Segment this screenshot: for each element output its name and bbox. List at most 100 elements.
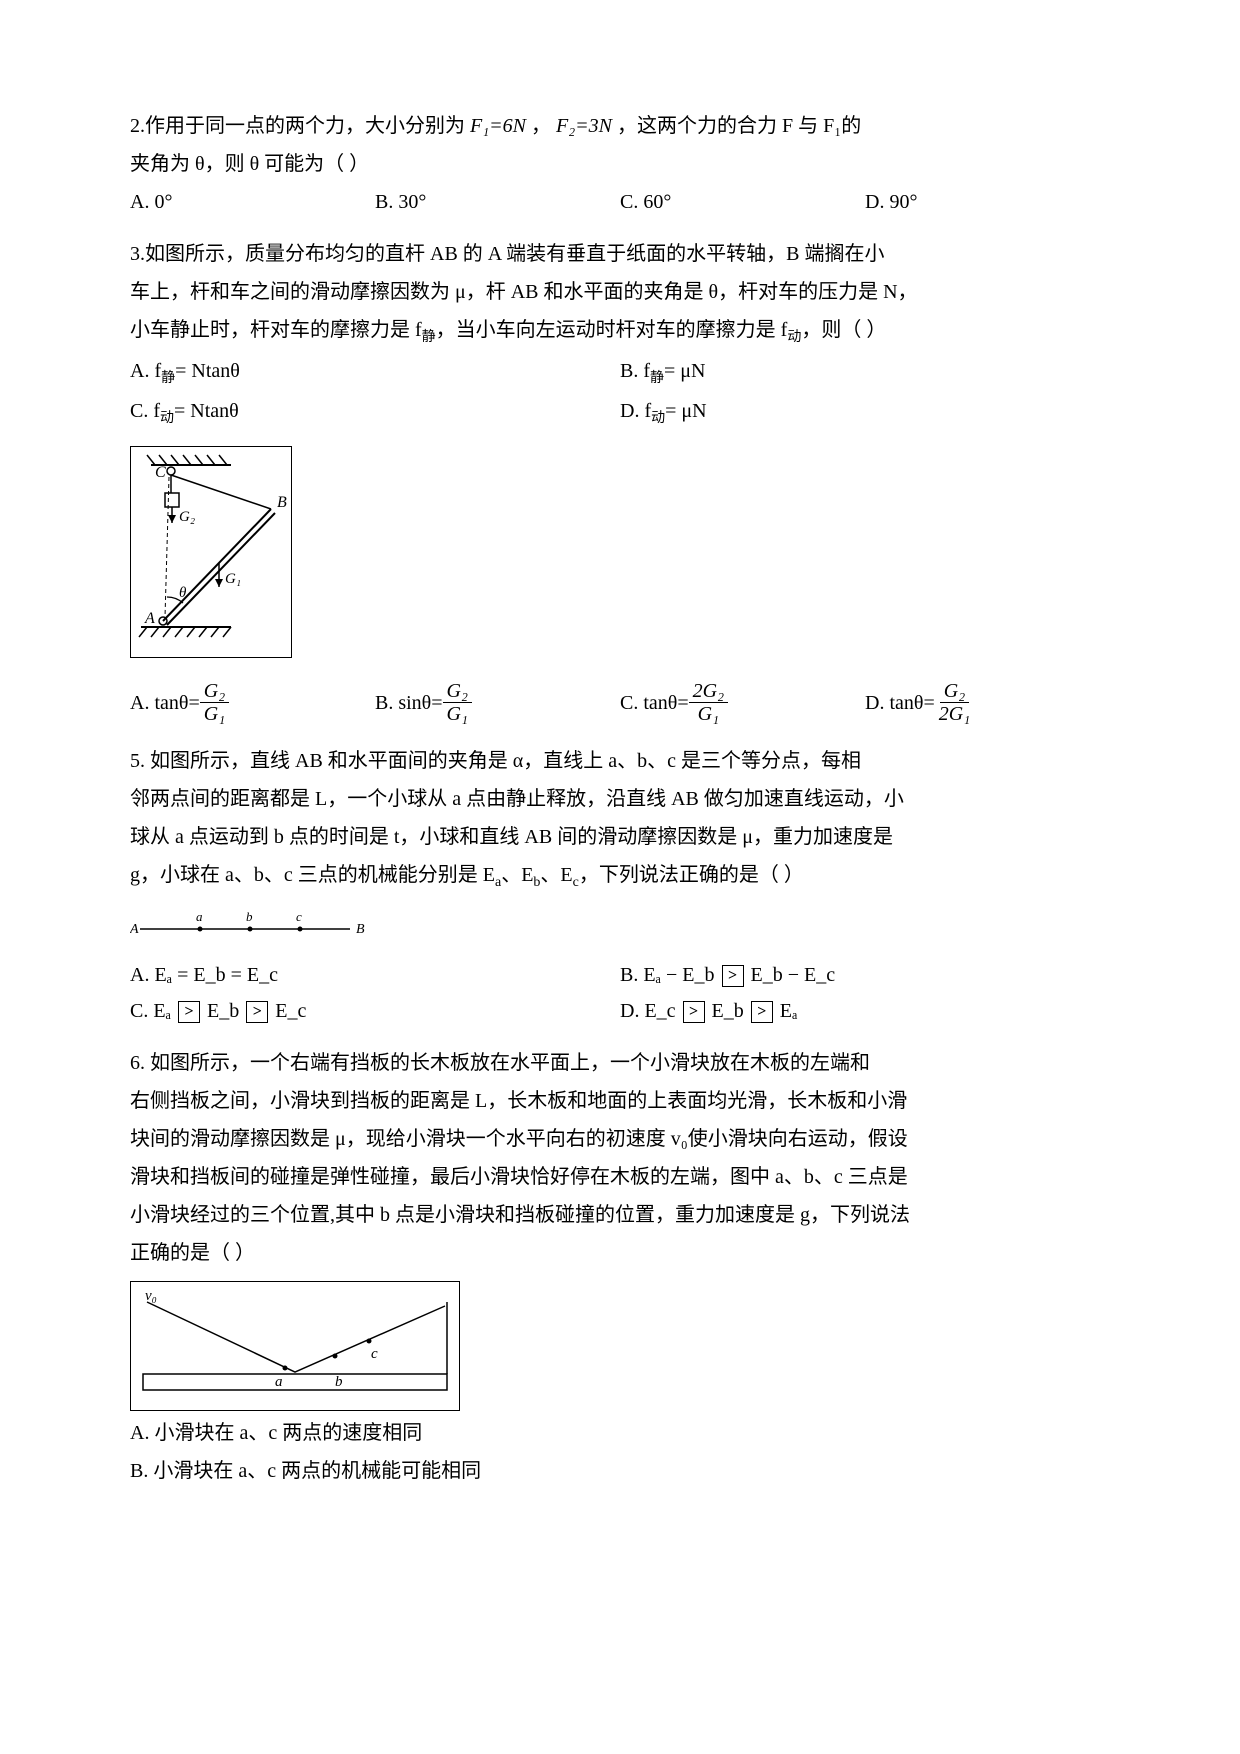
svg-text:a: a xyxy=(275,1374,283,1390)
q6-line1: 6. 如图所示，一个右端有挡板的长木板放在水平面上，一个小滑块放在木板的左端和 xyxy=(130,1047,1110,1079)
q4a-pre: A. tanθ= xyxy=(130,687,200,719)
q3d-post: = μN xyxy=(665,400,706,422)
q5-line3: 球从 a 点运动到 b 点的时间是 t，小球和直线 AB 间的滑动摩擦因数是 μ… xyxy=(130,821,1110,853)
q5-s1: 如图所示，直线 AB 和水平面间的夹角是 α，直线上 a、b、c 是三个等分点，… xyxy=(150,750,861,772)
svg-text:b: b xyxy=(335,1374,343,1390)
q3-sub1: 静 xyxy=(422,330,436,345)
q3c-pre: C. f xyxy=(130,400,160,422)
svg-text:a: a xyxy=(196,909,203,924)
q3a-post: = Ntanθ xyxy=(175,360,240,382)
q3c-post: = Ntanθ xyxy=(174,400,239,422)
q2-text-2: ，这两个力的合力 F 与 F₁的 xyxy=(617,115,861,137)
svg-text:c: c xyxy=(371,1346,378,1362)
q5-choices: A. Eₐ = E_b = E_c B. Eₐ − E_b > E_b − E_… xyxy=(130,959,1110,1031)
q5d-post: Eₐ xyxy=(775,1000,798,1022)
q3a-sub: 静 xyxy=(161,371,175,386)
q4c-pre: C. tanθ= xyxy=(620,687,689,719)
q4a-frac: G₂ G₁ xyxy=(200,680,229,725)
question-6: 6. 如图所示，一个右端有挡板的长木板放在水平面上，一个小滑块放在木板的左端和 … xyxy=(130,1047,1110,1487)
geq-icon: > xyxy=(246,1001,268,1023)
q5c-pre: C. Eₐ xyxy=(130,1000,176,1022)
q4b-pre: B. sinθ= xyxy=(375,687,443,719)
svg-text:B: B xyxy=(356,922,365,937)
q2-line2: 夹角为 θ，则 θ 可能为（ ） xyxy=(130,148,1110,180)
q5b-post: E_b − E_c xyxy=(751,964,836,986)
q3-choice-b: B. f静= μN xyxy=(620,355,1110,390)
q5-choice-a: A. Eₐ = E_b = E_c xyxy=(130,959,620,991)
fig-label-theta: θ xyxy=(179,585,187,601)
q6-figure-svg: v₀ a b c xyxy=(135,1286,455,1396)
q4b-den: G₁ xyxy=(443,703,472,725)
q2-choices: A. 0° B. 30° C. 60° D. 90° xyxy=(130,186,1110,222)
geq-icon: > xyxy=(178,1001,200,1023)
q3a-pre: A. f xyxy=(130,360,161,382)
q6-line4: 滑块和挡板间的碰撞是弹性碰撞，最后小滑块恰好停在木板的左端，图中 a、b、c 三… xyxy=(130,1161,1110,1193)
q4c-den: G₁ xyxy=(694,703,723,725)
q4a-num: G₂ xyxy=(200,680,229,703)
q2-text-1: 2.作用于同一点的两个力，大小分别为 xyxy=(130,115,465,137)
svg-text:v₀: v₀ xyxy=(145,1288,157,1304)
q4a-den: G₁ xyxy=(200,703,229,725)
svg-text:c: c xyxy=(296,909,302,924)
q5-line2: 邻两点间的距离都是 L，一个小球从 a 点由静止释放，沿直线 AB 做匀加速直线… xyxy=(130,783,1110,815)
q4-choice-c: C. tanθ= 2G₂ G₁ xyxy=(620,680,865,725)
fig-label-G2: G₂ xyxy=(179,509,195,525)
q4d-frac: G₂ 2G₁ xyxy=(935,680,974,725)
q3b-pre: B. f xyxy=(620,360,650,382)
svg-text:A: A xyxy=(130,922,139,937)
q3-t3c: ，则（ ） xyxy=(801,319,886,341)
q5-m1: 、E xyxy=(501,864,533,886)
q6-line5: 小滑块经过的三个位置,其中 b 点是小滑块和挡板碰撞的位置，重力加速度是 g，下… xyxy=(130,1199,1110,1231)
q2-choice-d: D. 90° xyxy=(865,186,1110,218)
q4b-num: G₂ xyxy=(443,680,472,703)
q3-line3: 小车静止时，杆对车的摩擦力是 f静，当小车向左运动时杆对车的摩擦力是 f动，则（… xyxy=(130,314,1110,349)
q2-stem: 2.作用于同一点的两个力，大小分别为 F₁=6N ， F₂=3N ，这两个力的合… xyxy=(130,110,1110,142)
fig-label-B: B xyxy=(277,494,287,511)
q4-choice-d: D. tanθ= G₂ 2G₁ xyxy=(865,680,1110,725)
geq-icon: > xyxy=(683,1001,705,1023)
q4c-frac: 2G₂ G₁ xyxy=(689,680,728,725)
q6-line3: 块间的滑动摩擦因数是 μ，现给小滑块一个水平向右的初速度 v₀使小滑块向右运动，… xyxy=(130,1123,1110,1155)
q3-choice-d: D. f动= μN xyxy=(620,395,1110,430)
geq-icon: > xyxy=(751,1001,773,1023)
q6-figure: v₀ a b c xyxy=(130,1281,460,1411)
q5d-mid: E_b xyxy=(707,1000,749,1022)
q5-num: 5. xyxy=(130,750,145,772)
q3-choice-c: C. f动= Ntanθ xyxy=(130,395,620,430)
q2-choice-c: C. 60° xyxy=(620,186,865,218)
q3-choice-a: A. f静= Ntanθ xyxy=(130,355,620,390)
q2-f1: F₁=6N xyxy=(470,115,526,137)
q2-choice-a: A. 0° xyxy=(130,186,375,218)
q3-t3a: 小车静止时，杆对车的摩擦力是 f xyxy=(130,319,422,341)
q5c-mid: E_b xyxy=(202,1000,244,1022)
svg-text:b: b xyxy=(246,909,253,924)
q3b-sub: 静 xyxy=(650,371,664,386)
q5-m2: 、E xyxy=(540,864,572,886)
q3-sub2: 动 xyxy=(787,330,801,345)
q6-choice-a: A. 小滑块在 a、c 两点的速度相同 xyxy=(130,1417,1110,1449)
q3-line1: 3.如图所示，质量分布均匀的直杆 AB 的 A 端装有垂直于纸面的水平转轴，B … xyxy=(130,238,1110,270)
q3-choices: A. f静= Ntanθ B. f静= μN C. f动= Ntanθ D. f… xyxy=(130,355,1110,434)
q5-s4: g，小球在 a、b、c 三点的机械能分别是 E xyxy=(130,864,495,886)
q5c-post: E_c xyxy=(270,1000,306,1022)
q3-figure-svg: C A B G₂ xyxy=(131,447,291,647)
q2-f2: F₂=3N xyxy=(556,115,612,137)
q6-line2: 右侧挡板之间，小滑块到挡板的距离是 L，长木板和地面的上表面均光滑，长木板和小滑 xyxy=(130,1085,1110,1117)
q4d-pre: D. tanθ= xyxy=(865,687,935,719)
q5b-pre: B. Eₐ − E_b xyxy=(620,964,720,986)
q5d-pre: D. E_c xyxy=(620,1000,681,1022)
q3b-post: = μN xyxy=(664,360,705,382)
q3-line2: 车上，杆和车之间的滑动摩擦因数为 μ，杆 AB 和水平面的夹角是 θ，杆对车的压… xyxy=(130,276,1110,308)
q6-s1: 如图所示，一个右端有挡板的长木板放在水平面上，一个小滑块放在木板的左端和 xyxy=(150,1052,870,1074)
q4-choices: A. tanθ= G₂ G₁ B. sinθ= G₂ G₁ C. tanθ= 2… xyxy=(130,680,1110,729)
question-4-choices: A. tanθ= G₂ G₁ B. sinθ= G₂ G₁ C. tanθ= 2… xyxy=(130,680,1110,729)
q5-choice-c: C. Eₐ > E_b > E_c xyxy=(130,995,620,1027)
question-3: 3.如图所示，质量分布均匀的直杆 AB 的 A 端装有垂直于纸面的水平转轴，B … xyxy=(130,238,1110,664)
q6-num: 6. xyxy=(130,1052,145,1074)
q2-mid: ， xyxy=(531,115,551,137)
q3d-pre: D. f xyxy=(620,400,651,422)
q4d-num: G₂ xyxy=(940,680,969,703)
q4b-frac: G₂ G₁ xyxy=(443,680,472,725)
q4d-den: 2G₁ xyxy=(935,703,974,725)
q5-line1: 5. 如图所示，直线 AB 和水平面间的夹角是 α，直线上 a、b、c 是三个等… xyxy=(130,745,1110,777)
